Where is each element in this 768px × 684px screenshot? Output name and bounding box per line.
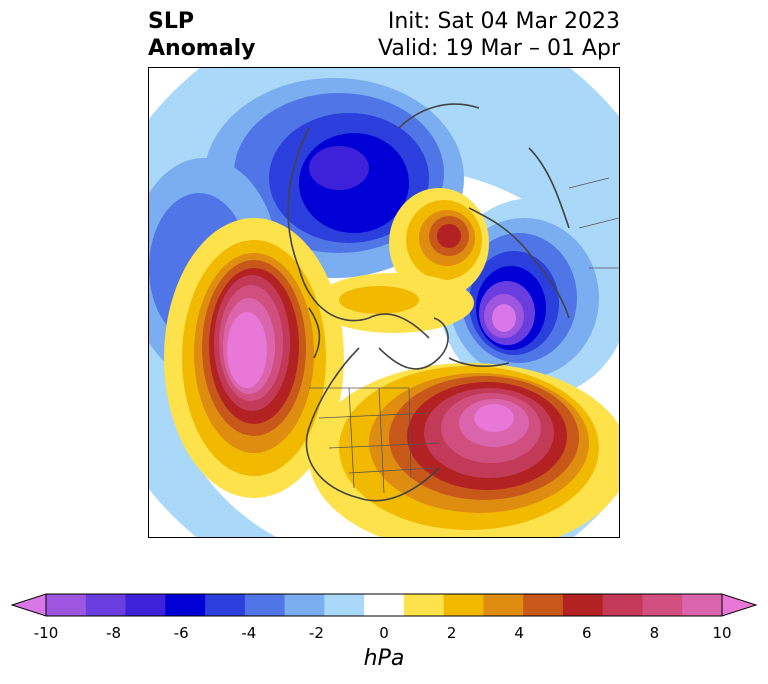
north-pacific-high (164, 218, 344, 498)
colorbar-extend-high (721, 593, 758, 617)
north-atlantic-high (309, 363, 619, 537)
init-date: Init: Sat 04 Mar 2023 (387, 9, 620, 34)
colorbar-tick-label: -4 (241, 624, 257, 642)
colorbar-extend-low (10, 593, 47, 617)
colorbar-swatch (682, 594, 723, 616)
colorbar-tick-label: -6 (173, 624, 189, 642)
colorbar-tick-label: 2 (446, 624, 457, 642)
colorbar-swatch (562, 594, 604, 616)
colorbar-tick-label: -2 (308, 624, 324, 642)
colorbar-swatch (165, 594, 206, 616)
colorbar-tick-label: 10 (712, 624, 732, 642)
colorbar-swatch (523, 594, 564, 616)
colorbar-tick-label: 0 (379, 624, 389, 642)
colorbar-swatch (443, 594, 484, 616)
colorbar-swatch (483, 594, 524, 616)
title-variable-sub: Anomaly (148, 36, 256, 61)
anomaly-map (149, 68, 619, 537)
colorbar (10, 593, 758, 617)
valid-range: Valid: 19 Mar – 01 Apr (378, 36, 620, 61)
title-variable: SLP (148, 9, 194, 34)
colorbar-swatch (403, 594, 445, 616)
colorbar-swatch (364, 594, 405, 616)
colorbar-swatch (324, 594, 365, 616)
coastlines (287, 103, 570, 502)
colorbar-swatch (85, 594, 127, 616)
colorbar-swatch (205, 594, 246, 616)
colorbar-swatch (642, 594, 683, 616)
colorbar-swatch (244, 594, 286, 616)
anomaly-fills (149, 68, 619, 537)
colorbar-swatch (46, 594, 87, 616)
colorbar-swatch (125, 594, 166, 616)
colorbar-outline (45, 593, 723, 617)
borders (309, 177, 619, 494)
colorbar-swatch (284, 594, 325, 616)
colorbar-tick-label: 4 (514, 624, 524, 642)
colorbar-tick-label: -10 (33, 624, 59, 642)
colorbar-tick-label: 8 (649, 624, 660, 642)
map-panel (148, 67, 620, 538)
colorbar-tick-label: -8 (106, 624, 122, 642)
colorbar-swatch (602, 594, 643, 616)
colorbar-unit-label: hPa (363, 646, 405, 671)
arctic-high (389, 188, 489, 298)
colorbar-tick-label: 6 (582, 624, 592, 642)
